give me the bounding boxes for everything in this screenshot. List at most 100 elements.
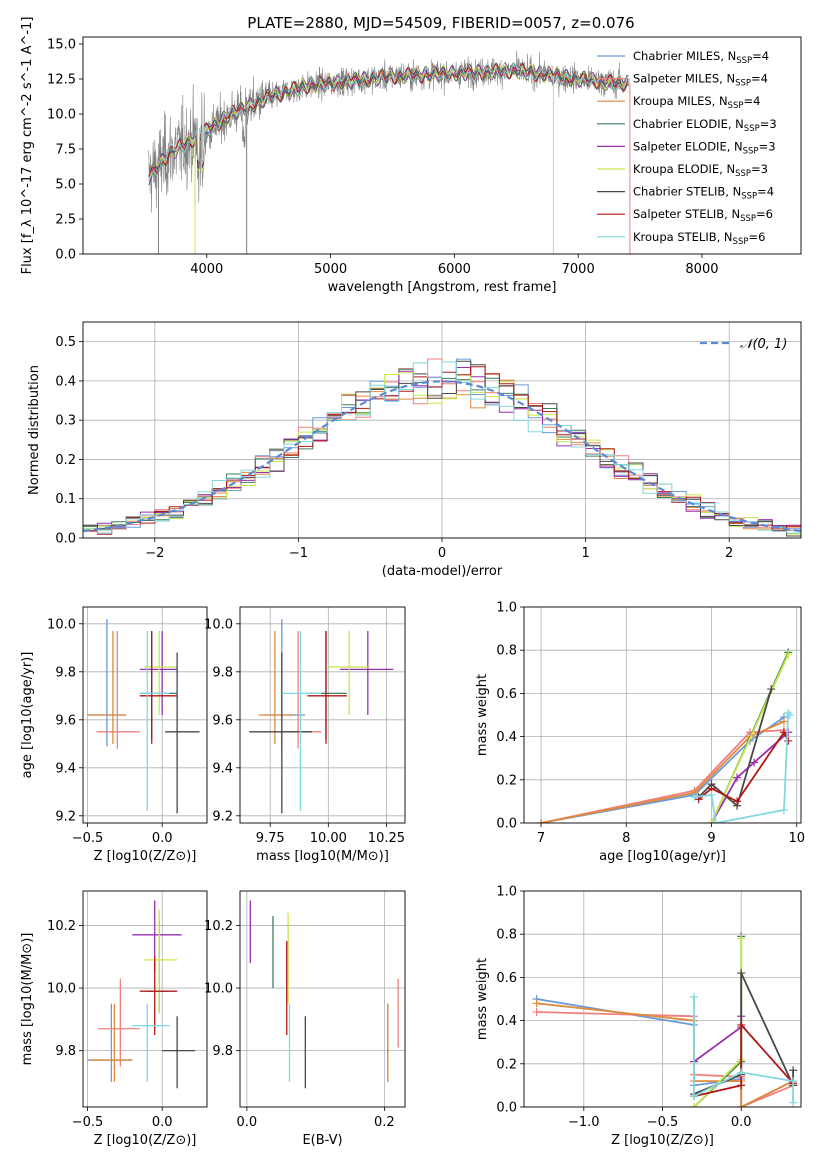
weight-marker bbox=[779, 717, 788, 726]
point-kroupa-miles bbox=[87, 631, 127, 744]
y-tick-label: 0.3 bbox=[55, 414, 76, 429]
weight-marker bbox=[737, 934, 746, 943]
x-tick-label: 2 bbox=[725, 546, 733, 561]
x-tick-label: 7 bbox=[537, 831, 545, 846]
plot-area bbox=[240, 891, 405, 1107]
legend-label-salpeter-stelib: Salpeter STELIB, NSSP=6 bbox=[633, 207, 773, 224]
y-axis-label: Flux [f_λ 10^-17 erg cm^-2 s^-1 A^-1] bbox=[20, 17, 35, 275]
plot-area bbox=[524, 891, 801, 1107]
legend-label-salpeter-elodie: Salpeter ELODIE, NSSP=3 bbox=[633, 139, 776, 156]
weight-marker bbox=[789, 1077, 798, 1086]
y-tick-label: 9.8 bbox=[55, 1044, 76, 1059]
y-tick-label: 0.2 bbox=[496, 773, 517, 788]
weight-marker bbox=[737, 969, 746, 978]
panel-mass-vs-Z: −0.5 0.0 9.8 10.0 10.2 Z [log10(Z/Z⊙)] mass [l… bbox=[20, 890, 208, 1148]
y-tick-label: 10.0 bbox=[47, 982, 76, 997]
y-tick-label: 1.0 bbox=[496, 885, 517, 900]
x-tick-label: 0.0 bbox=[152, 1115, 173, 1130]
weight-marker bbox=[789, 1066, 798, 1075]
plot-area bbox=[83, 607, 207, 823]
figure-title: PLATE=2880, MJD=54509, FIBERID=0057, z=0… bbox=[247, 14, 634, 32]
x-axis-label: mass [log10(M/M⊙)] bbox=[256, 849, 389, 864]
weight-marker bbox=[689, 1103, 698, 1107]
x-tick-label: −1 bbox=[289, 546, 308, 561]
x-tick-label: 10 bbox=[788, 831, 805, 846]
y-tick-label: 2.5 bbox=[55, 213, 76, 228]
y-tick-label: 15.0 bbox=[47, 38, 76, 53]
weight-marker bbox=[707, 790, 716, 799]
panel-mass-vs-EBV: 0.0 0.2 9.8 10.0 10.2 E(B-V) bbox=[204, 890, 406, 1148]
y-tick-label: 10.0 bbox=[47, 617, 76, 632]
y-axis-label: mass weight bbox=[475, 958, 490, 1040]
weight-marker bbox=[767, 685, 776, 694]
weight-marker bbox=[532, 999, 541, 1008]
legend-label-chabrier-miles: Chabrier MILES, NSSP=4 bbox=[633, 49, 769, 66]
x-tick-label: −1.0 bbox=[568, 1115, 600, 1130]
normal-curve bbox=[83, 380, 801, 533]
x-tick-label: 9.75 bbox=[256, 831, 285, 846]
weight-marker bbox=[690, 793, 699, 802]
y-tick-label: 10.0 bbox=[204, 982, 233, 997]
y-tick-label: 0.8 bbox=[496, 928, 517, 943]
weight-marker bbox=[711, 819, 720, 823]
x-tick-label: 8 bbox=[622, 831, 630, 846]
weight-marker bbox=[733, 797, 742, 806]
y-tick-label: 9.8 bbox=[55, 665, 76, 680]
panel-residuals: 𝒩(0, 1) −2 −1 0 1 2 0.0 0.1 0.2 0.3 0.4 0.5 (data-mo… bbox=[27, 321, 802, 579]
axes-frame bbox=[239, 890, 406, 1108]
weight-line-salpeter-miles bbox=[540, 729, 785, 823]
weight-line-kroupa-miles bbox=[536, 1002, 794, 1107]
y-tick-label: 0.0 bbox=[496, 1101, 517, 1116]
axes-frame bbox=[523, 606, 802, 824]
point-salpeter-elodie bbox=[139, 631, 178, 715]
x-tick-label: 5000 bbox=[314, 262, 347, 277]
legend-label-kroupa-stelib: Kroupa STELIB, NSSP=6 bbox=[633, 230, 765, 247]
point-salpeter-miles bbox=[96, 631, 140, 749]
legend-label-kroupa-elodie: Kroupa ELODIE, NSSP=3 bbox=[633, 162, 768, 179]
point-kroupa-elodie bbox=[328, 631, 371, 715]
point-kroupa-elodie bbox=[144, 909, 178, 1014]
weight-marker bbox=[784, 650, 793, 659]
point-kroupa-miles bbox=[258, 631, 294, 744]
weight-marker bbox=[784, 736, 793, 745]
y-tick-label: 10.0 bbox=[204, 617, 233, 632]
legend-label-chabrier-stelib: Chabrier STELIB, NSSP=4 bbox=[633, 185, 774, 202]
weight-marker bbox=[750, 758, 759, 767]
legend-label-normal: 𝒩(0, 1) bbox=[740, 337, 787, 352]
y-tick-label: 0.4 bbox=[496, 1014, 517, 1029]
legend-label-salpeter-miles: Salpeter MILES, NSSP=4 bbox=[633, 72, 768, 89]
y-tick-label: 9.8 bbox=[212, 665, 233, 680]
y-tick-label: 12.5 bbox=[47, 73, 76, 88]
point-kroupa-elodie bbox=[144, 631, 178, 715]
x-tick-label: 8000 bbox=[685, 262, 718, 277]
y-tick-label: 0.4 bbox=[55, 374, 76, 389]
weight-marker bbox=[789, 1098, 798, 1107]
y-axis-label: Normed distribution bbox=[27, 365, 42, 495]
x-tick-label: 0.0 bbox=[152, 831, 173, 846]
point-kroupa-stelib bbox=[281, 631, 322, 811]
axes-frame bbox=[82, 890, 208, 1108]
y-tick-label: 0.0 bbox=[55, 248, 76, 263]
weight-marker bbox=[689, 992, 698, 1001]
y-tick-label: 7.5 bbox=[55, 143, 76, 158]
y-axis-label: age [log10(age/yr)] bbox=[20, 652, 35, 779]
x-tick-label: 10.00 bbox=[310, 831, 347, 846]
point-kroupa-stelib bbox=[139, 631, 170, 811]
plot-area bbox=[524, 607, 801, 823]
point-chabrier-stelib bbox=[165, 652, 200, 814]
weight-marker bbox=[779, 806, 788, 815]
y-tick-label: 0.2 bbox=[55, 453, 76, 468]
y-tick-label: 0.0 bbox=[496, 817, 517, 832]
x-tick-label: 9 bbox=[707, 831, 715, 846]
plot-area bbox=[148, 50, 631, 254]
y-tick-label: 9.2 bbox=[55, 809, 76, 824]
y-tick-label: 10.2 bbox=[47, 919, 76, 934]
y-tick-label: 9.2 bbox=[212, 809, 233, 824]
y-tick-label: 0.1 bbox=[55, 492, 76, 507]
point-salpeter-miles bbox=[97, 978, 140, 1067]
weight-marker bbox=[532, 1007, 541, 1016]
axes-frame bbox=[82, 36, 802, 255]
weight-line-salpeter-elodie bbox=[710, 731, 789, 823]
y-tick-label: 0.6 bbox=[496, 687, 517, 702]
